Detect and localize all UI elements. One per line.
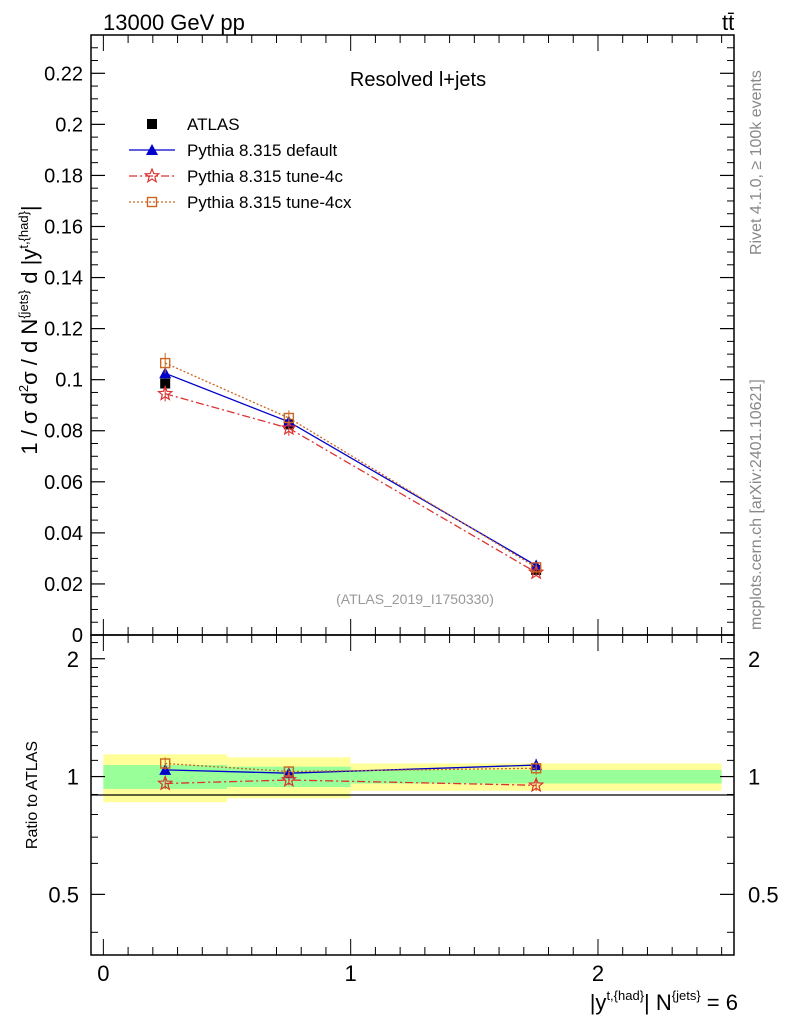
svg-text:|yt,{had}| N{jets} = 6: |yt,{had}| N{jets} = 6 — [590, 988, 738, 1015]
x-tick-label: 0 — [97, 961, 109, 986]
y-tick-label: 0.1 — [55, 370, 83, 392]
legend-label: Pythia 8.315 tune-4cx — [187, 193, 352, 212]
y-tick-label: 0.14 — [44, 268, 83, 290]
y-tick-label: 0.08 — [44, 421, 83, 443]
main-plot: 0 0.02 0.04 0.06 0.08 0.1 0.12 0.14 0.16 0.18 0.2 0… — [44, 34, 735, 647]
legend-label: Pythia 8.315 tune-4c — [187, 167, 343, 186]
process-label: tt̄ — [722, 10, 734, 35]
chart-title: Resolved l+jets — [350, 69, 486, 91]
ratio-band-inner — [350, 769, 722, 784]
y-tick-label: 0.02 — [44, 574, 83, 596]
ratio-y-tick-label-right: 2 — [748, 647, 760, 672]
mcplots-label: mcplots.cern.ch [arXiv:2401.10621] — [748, 379, 765, 630]
legend-label: Pythia 8.315 default — [187, 141, 338, 160]
ratio-series-2-point — [283, 766, 295, 777]
series-2-point — [156, 385, 174, 401]
legend-marker — [147, 119, 157, 129]
ratio-frame — [90, 634, 735, 956]
legend-marker — [146, 196, 158, 208]
y-tick-label: 0.06 — [44, 472, 83, 494]
ratio-series-2-line — [165, 762, 537, 773]
y-tick-label: 0.04 — [44, 523, 83, 545]
x-axis-label: |yt,{had}| N{jets} = 6 — [590, 988, 738, 1015]
y-tick-label: 0.12 — [44, 319, 83, 341]
svg-text:1 / σ d2σ / d N{jets} d |yt,{h: 1 / σ d2σ / d N{jets} d |yt,{had}| — [16, 205, 42, 454]
analysis-id: (ATLAS_2019_I1750330) — [336, 591, 494, 607]
ratio-y-tick-label: 1 — [67, 765, 79, 790]
legend-marker — [143, 167, 161, 184]
y-tick-label: 0.22 — [44, 63, 83, 85]
legend-marker — [146, 144, 158, 155]
series-3-point — [283, 412, 295, 424]
series-3-line — [164, 362, 537, 568]
ratio-series-1-point — [156, 774, 174, 791]
legend-label: ATLAS — [187, 115, 240, 134]
series-3-point — [159, 357, 171, 369]
ratio-y-tick-label-right: 0.5 — [748, 882, 779, 907]
ratio-y-tick-label: 2 — [67, 647, 79, 672]
series-3-point — [530, 562, 542, 573]
ratio-series-2-point — [530, 763, 542, 774]
series-2-point — [280, 419, 298, 436]
ratio-series-1-point — [280, 771, 298, 788]
y-tick-label: 0 — [72, 625, 83, 647]
series-2-line — [165, 393, 537, 574]
energy-label: 13000 GeV pp — [103, 10, 245, 35]
y-tick-label: 0.16 — [44, 216, 83, 238]
series-0-point — [160, 378, 171, 389]
x-tick-label: 1 — [345, 961, 357, 986]
ratio-y-tick-label-right: 1 — [748, 765, 760, 790]
legend: ATLAS Pythia 8.315 default Pythia 8.315 tu… — [129, 115, 352, 212]
ratio-y-label: Ratio to ATLAS — [24, 741, 41, 849]
ratio-plot: 0.5 0.5 1 1 2 2 0 1 2 Ratio to ATLAS — [24, 634, 779, 986]
series-1-line — [164, 372, 537, 567]
ratio-series-2-point — [159, 758, 171, 769]
x-tick-label: 2 — [592, 961, 604, 986]
y-tick-label: 0.2 — [55, 114, 83, 136]
y-axis-label: 1 / σ d2σ / d N{jets} d |yt,{had}| — [16, 205, 42, 454]
ratio-series-1-point — [527, 776, 545, 793]
rivet-label: Rivet 4.1.0, ≥ 100k events — [748, 70, 765, 255]
y-tick-label: 0.18 — [44, 165, 83, 187]
ratio-y-tick-label: 0.5 — [48, 882, 79, 907]
